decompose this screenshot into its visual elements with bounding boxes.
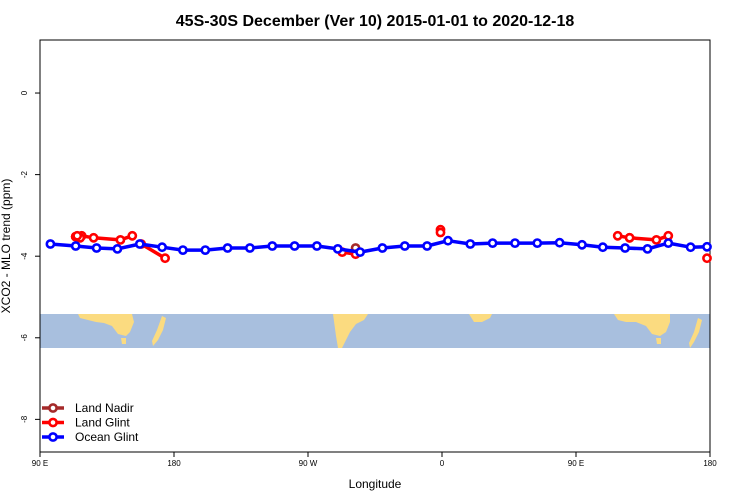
data-point [72, 230, 83, 241]
legend-item: Land Nadir [42, 401, 134, 415]
y-tick-label: -4 [20, 252, 29, 260]
data-point [200, 245, 211, 255]
series-ocean-glint [45, 235, 712, 257]
data-point [127, 230, 138, 241]
data-point [702, 241, 712, 252]
data-point [112, 243, 123, 254]
data-point [160, 253, 170, 264]
chart-title: 45S-30S December (Ver 10) 2015-01-01 to … [176, 13, 575, 30]
data-point [577, 239, 587, 250]
legend-swatch-marker [48, 403, 58, 413]
y-tick-label: 0 [20, 90, 29, 95]
series-line [81, 234, 133, 242]
legend-item: Land Glint [42, 416, 130, 430]
data-point [289, 241, 300, 251]
x-tick-label: 0 [440, 459, 445, 468]
data-point [465, 239, 476, 249]
map-band [40, 314, 710, 348]
data-point [157, 242, 167, 253]
data-point [620, 243, 630, 253]
legend-swatch-marker [48, 417, 58, 428]
x-axis-label: Longitude [349, 477, 402, 491]
data-point [554, 237, 565, 248]
data-point [91, 243, 102, 253]
data-point [115, 234, 126, 245]
x-tick-label: 90 W [299, 459, 318, 468]
y-tick-label: -2 [20, 171, 29, 179]
data-point [244, 243, 255, 253]
data-point [435, 227, 446, 238]
legend-label: Land Glint [75, 416, 130, 430]
map-land-australia-right [614, 314, 670, 336]
x-tick-label: 90 E [32, 459, 48, 468]
y-axis: 0 -2 -4 -6 -8 [20, 90, 40, 423]
data-point [88, 232, 99, 243]
legend-item: Ocean Glint [42, 430, 139, 444]
series-layer [45, 224, 712, 264]
legend-swatch-marker [48, 432, 58, 442]
map-land-nz-right [689, 318, 702, 348]
data-point [377, 243, 388, 253]
map-land-nz-left [152, 316, 166, 346]
y-axis-label: XCO2 - MLO trend (ppm) [0, 179, 13, 314]
data-point [510, 238, 520, 248]
data-point [134, 239, 145, 249]
map-land-africa [469, 314, 492, 322]
data-point [702, 253, 712, 264]
data-point [487, 238, 498, 248]
data-point [70, 241, 81, 251]
legend-label: Ocean Glint [75, 430, 139, 444]
legend-label: Land Nadir [75, 401, 134, 415]
data-point [332, 243, 343, 254]
y-tick-label: -6 [20, 334, 29, 342]
x-tick-label: 90 E [568, 459, 584, 468]
data-point [443, 235, 453, 246]
map-land-australia-left [78, 314, 134, 336]
data-point [651, 234, 662, 245]
series-land-glint [70, 224, 712, 264]
data-point [612, 230, 623, 241]
data-point [624, 232, 635, 243]
x-axis: 90 E 180 90 W 0 90 E 180 [32, 452, 717, 468]
data-point [532, 238, 543, 248]
data-point [267, 241, 278, 251]
x-tick-label: 180 [167, 459, 181, 468]
data-point [642, 243, 653, 254]
x-tick-label: 180 [703, 459, 717, 468]
map-land-tasmania-left [121, 338, 126, 344]
data-point [45, 239, 56, 249]
map-land-tasmania-right [656, 338, 661, 344]
data-point [177, 245, 188, 255]
map-ocean [40, 314, 710, 348]
data-point [355, 247, 365, 257]
data-point [422, 241, 432, 251]
data-point [311, 241, 322, 251]
data-point [222, 243, 233, 253]
series-line [629, 234, 669, 242]
y-tick-label: -8 [20, 415, 29, 423]
data-point [663, 238, 674, 248]
map-land-south-america [333, 314, 368, 348]
data-point [597, 242, 608, 253]
data-point [399, 241, 410, 251]
data-point [685, 242, 696, 253]
